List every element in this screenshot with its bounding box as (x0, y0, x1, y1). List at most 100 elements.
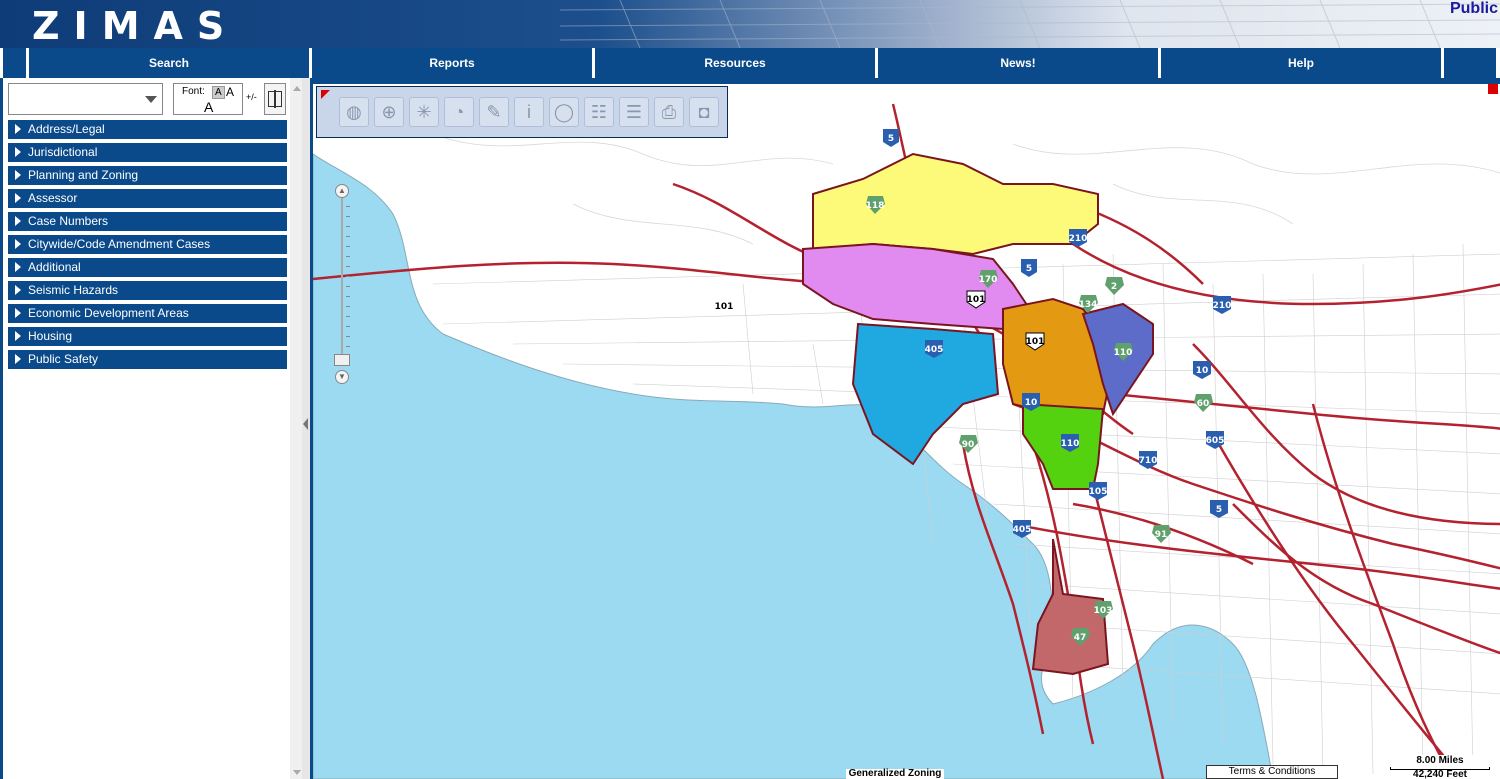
search-type-select[interactable] (8, 83, 163, 115)
section-label: Seismic Hazards (28, 283, 119, 297)
section-case-numbers[interactable]: Case Numbers (8, 212, 287, 231)
state-route-91-shield: 91 (1152, 525, 1171, 543)
zoom-tick (346, 246, 350, 247)
zoom-tick (346, 216, 350, 217)
shield-label: 60 (1197, 399, 1210, 409)
section-additional[interactable]: Additional (8, 258, 287, 277)
interstate-10-shield: 10 (1022, 393, 1040, 411)
nav-news[interactable]: News! (878, 48, 1158, 78)
section-address-legal[interactable]: Address/Legal (8, 120, 287, 139)
nav-reports[interactable]: Reports (312, 48, 592, 78)
shield-label: 210 (1213, 301, 1232, 311)
scroll-down-icon[interactable] (293, 770, 301, 775)
map-corner-icon[interactable] (1488, 84, 1498, 94)
shield-label: 5 (1026, 264, 1032, 274)
globe-icon: ◍ (346, 102, 362, 122)
camera-icon: ◘ (698, 102, 710, 122)
section-citywide-cases[interactable]: Citywide/Code Amendment Cases (8, 235, 287, 254)
nav-resources[interactable]: Resources (595, 48, 875, 78)
caret-right-icon (15, 239, 21, 249)
zoom-slider[interactable]: ▲ ▼ (334, 184, 350, 384)
district-blue (851, 322, 1000, 466)
section-assessor[interactable]: Assessor (8, 189, 287, 208)
route-101-label: 101 (713, 300, 735, 312)
zoom-tick (346, 286, 350, 287)
state-route-118-shield: 118 (866, 196, 885, 214)
section-seismic-hazards[interactable]: Seismic Hazards (8, 281, 287, 300)
nav-search[interactable]: Search (29, 48, 309, 78)
comment-button[interactable]: ◯ (549, 97, 579, 127)
shield-label: 2 (1111, 282, 1117, 292)
section-label: Public Safety (28, 352, 99, 366)
measure-button[interactable]: ◔ (444, 97, 474, 127)
zoom-out-icon[interactable]: ▼ (335, 370, 349, 384)
nav-spacer-right (1444, 48, 1496, 78)
section-economic-development[interactable]: Economic Development Areas (8, 304, 287, 323)
layer-list-button[interactable]: ☷ (584, 97, 614, 127)
font-large-button[interactable]: A (204, 99, 214, 115)
section-label: Assessor (28, 191, 78, 205)
caret-right-icon (15, 147, 21, 157)
screenshot-button[interactable]: ◘ (689, 97, 719, 127)
select-button[interactable]: ✳ (409, 97, 439, 127)
draw-button[interactable]: ✎ (479, 97, 509, 127)
zoom-tick (346, 306, 350, 307)
measure-icon: ◔ (453, 102, 465, 122)
crosshair-icon: ⊕ (381, 102, 397, 122)
left-panel: Font: A A A +/- Address/Legal Jurisdicti… (0, 78, 305, 779)
locate-button[interactable]: ⊕ (374, 97, 404, 127)
shield-label: 170 (979, 275, 998, 285)
state-route-47-shield: 47 (1071, 628, 1090, 646)
panel-tool-button[interactable] (264, 83, 286, 115)
expand-collapse-toggle[interactable]: +/- (246, 92, 257, 102)
zoom-tick (346, 326, 350, 327)
map-view[interactable]: 5 5 210 210 405 405 10 10 110 105 710 60… (310, 84, 1500, 779)
left-panel-scrollbar[interactable] (290, 78, 305, 779)
zoom-tick (346, 346, 350, 347)
caret-right-icon (15, 262, 21, 272)
comment-icon: ◯ (553, 102, 575, 122)
scale-miles: 8.00 Miles (1416, 755, 1464, 766)
section-jurisdictional[interactable]: Jurisdictional (8, 143, 287, 162)
font-medium-button[interactable]: A (226, 85, 235, 99)
interstate-110-shield: 110 (1061, 434, 1079, 452)
panel-splitter[interactable] (302, 78, 310, 779)
nav-help[interactable]: Help (1161, 48, 1441, 78)
zoom-tick (346, 206, 350, 207)
shield-label: 90 (962, 440, 975, 450)
section-label: Economic Development Areas (28, 306, 189, 320)
map-toolbar: ◍ ⊕ ✳ ◔ ✎ i ◯ ☷ ☰ ⎙ ◘ (316, 86, 728, 138)
scroll-up-icon[interactable] (293, 86, 301, 91)
zoom-track[interactable] (341, 198, 343, 366)
shield-label: 605 (1206, 436, 1225, 446)
section-label: Case Numbers (28, 214, 109, 228)
zoom-thumb[interactable] (334, 354, 350, 366)
state-route-2-shield: 2 (1105, 277, 1124, 295)
interstate-105-shield: 105 (1089, 482, 1108, 500)
print-button[interactable]: ⎙ (654, 97, 684, 127)
state-route-103-shield: 103 (1094, 601, 1113, 619)
section-planning-zoning[interactable]: Planning and Zoning (8, 166, 287, 185)
shield-label: 105 (1089, 487, 1108, 497)
shield-label: 110 (1114, 348, 1133, 358)
zoom-tick (346, 266, 350, 267)
zoom-tick (346, 296, 350, 297)
toolbar-collapse-arrow-icon[interactable] (321, 90, 330, 99)
us-101-shield: 101 (1025, 332, 1045, 351)
collapse-arrow-icon[interactable] (303, 418, 308, 430)
section-housing[interactable]: Housing (8, 327, 287, 346)
zoom-in-icon[interactable]: ▲ (335, 184, 349, 198)
globe-button[interactable]: ◍ (339, 97, 369, 127)
state-route-90-shield: 90 (959, 435, 978, 453)
terms-conditions-link[interactable]: Terms & Conditions (1206, 765, 1338, 779)
state-route-60-shield: 60 (1194, 394, 1213, 412)
nav-spacer (3, 48, 26, 78)
legend-button[interactable]: ☰ (619, 97, 649, 127)
shield-label: 134 (1079, 300, 1098, 310)
public-link[interactable]: Public (1449, 0, 1498, 17)
identify-button[interactable]: i (514, 97, 544, 127)
font-small-button[interactable]: A (212, 86, 225, 99)
caret-right-icon (15, 331, 21, 341)
section-public-safety[interactable]: Public Safety (8, 350, 287, 369)
map-canvas[interactable]: 5 5 210 210 405 405 10 10 110 105 710 60… (313, 84, 1500, 779)
